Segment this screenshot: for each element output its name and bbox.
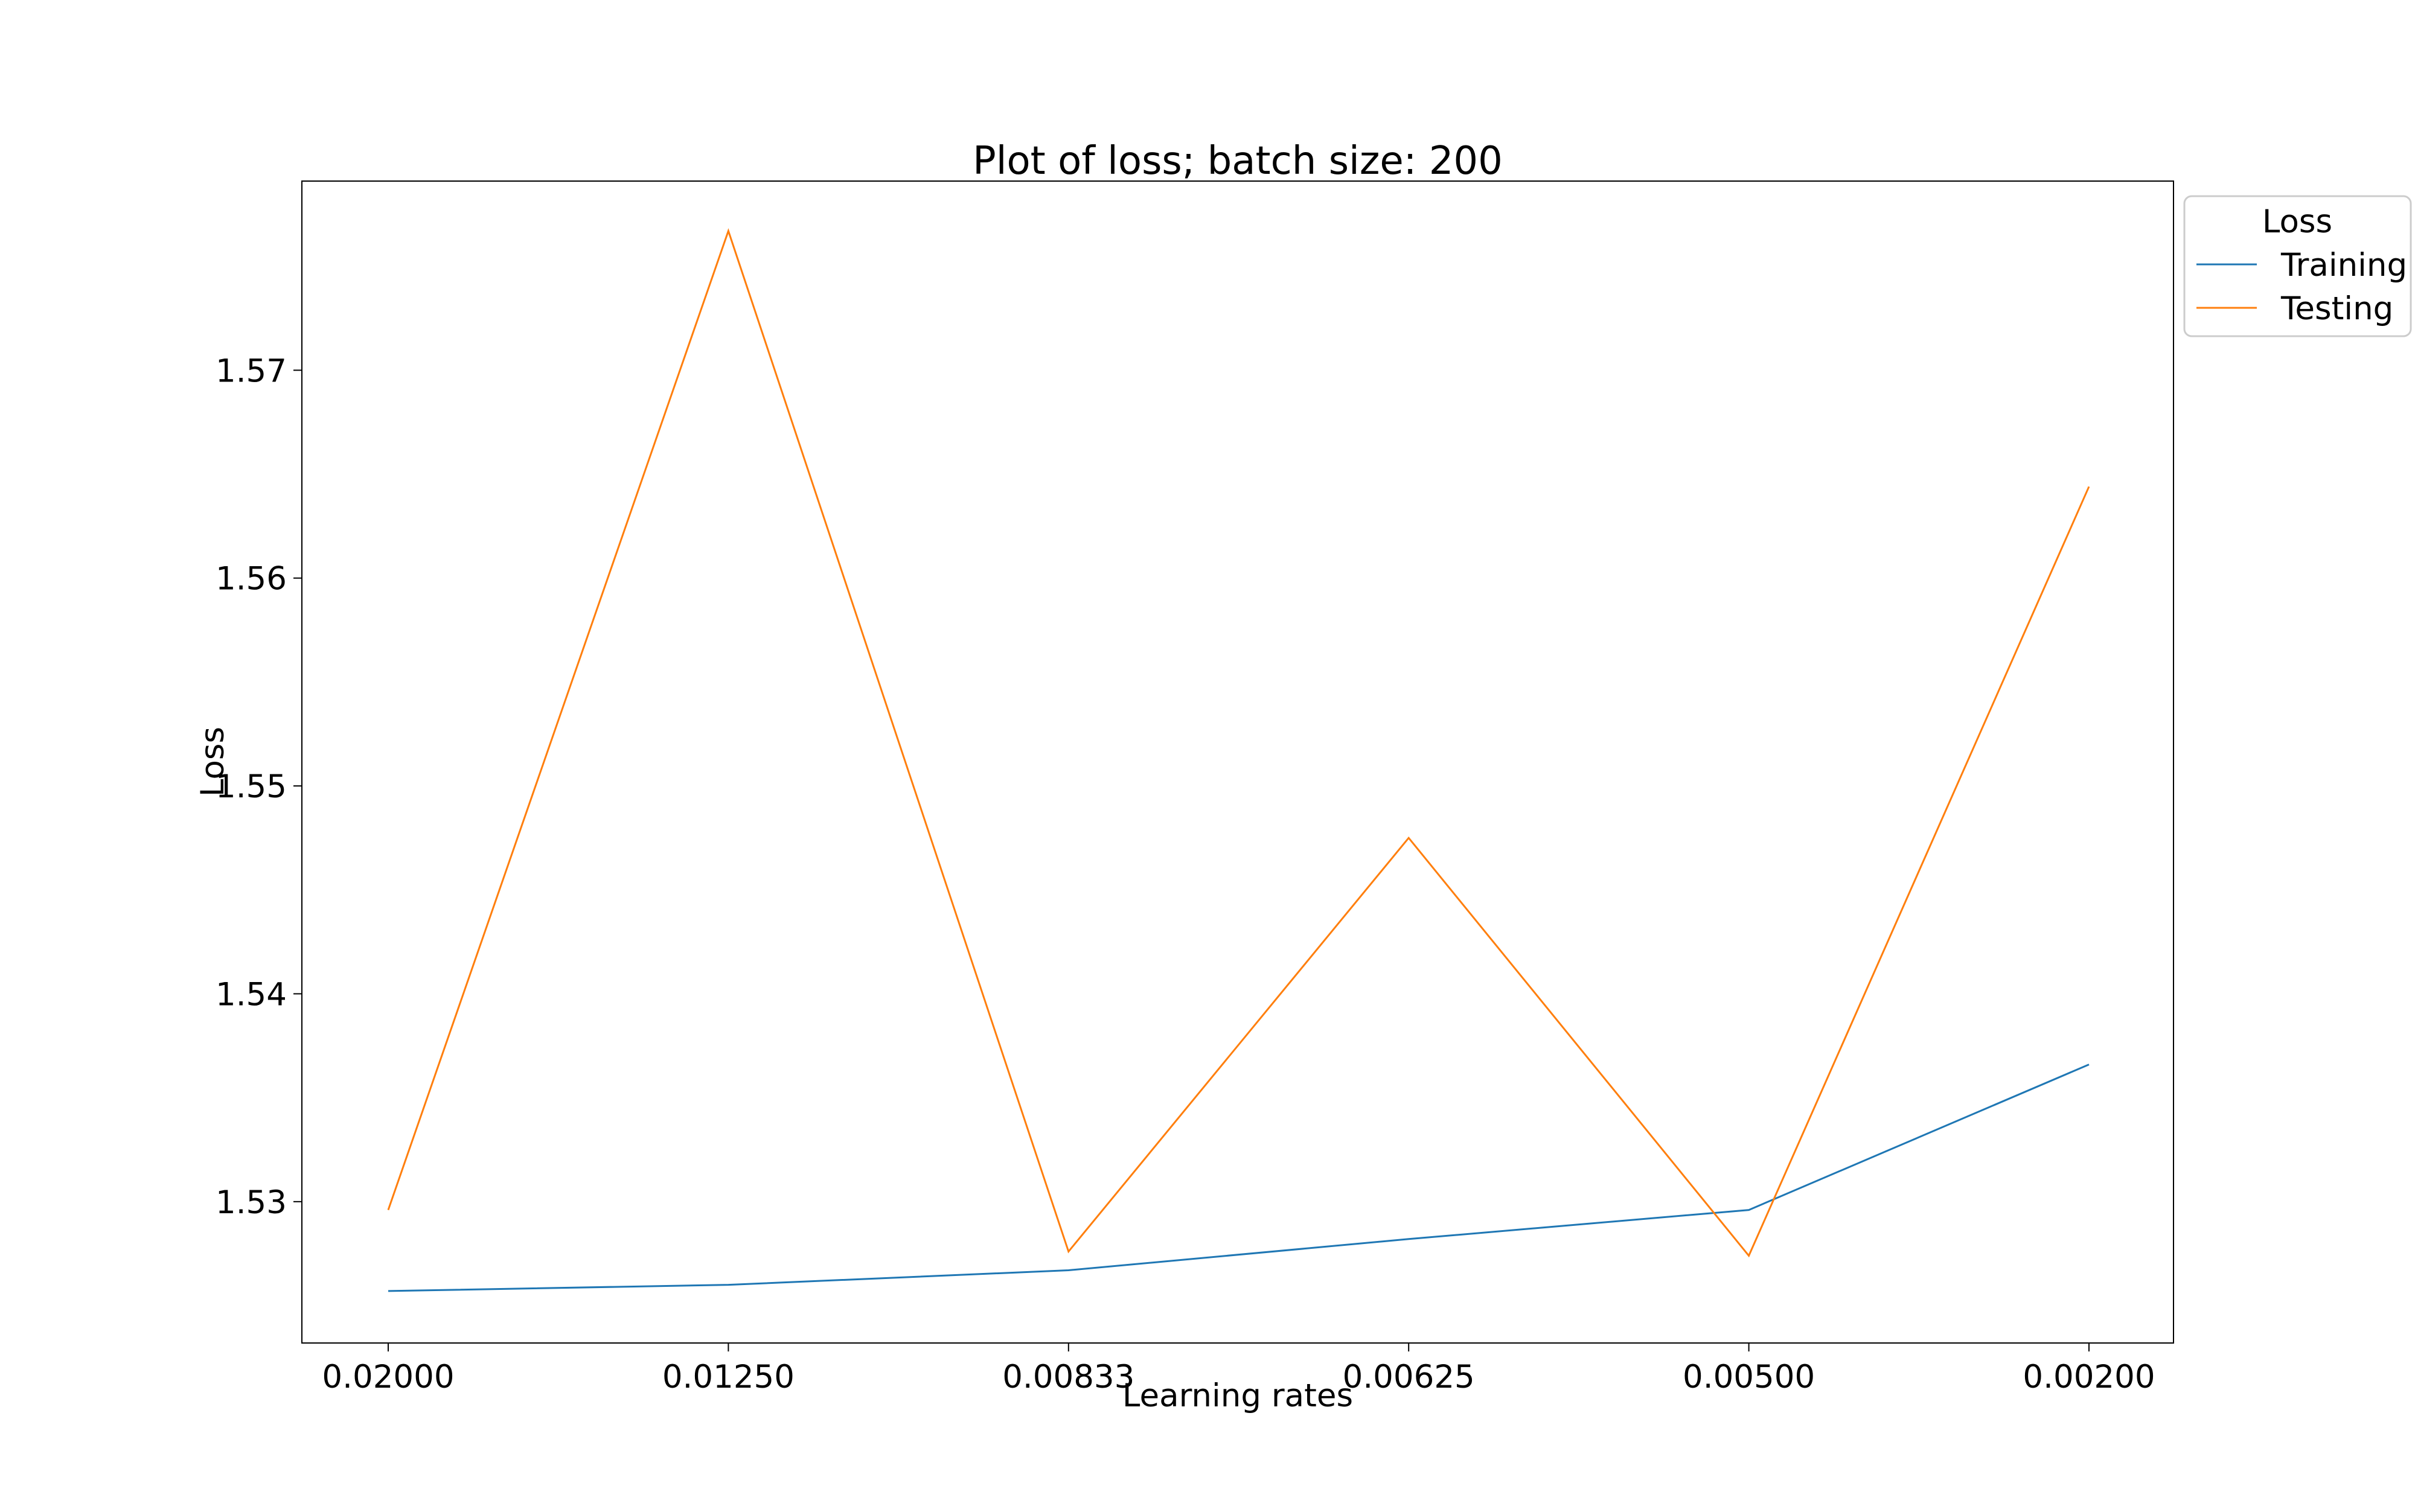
x-tick-label: 0.00833 xyxy=(1002,1359,1134,1396)
x-tick-label: 0.01250 xyxy=(662,1359,795,1396)
legend-title: Loss xyxy=(2262,203,2332,240)
y-axis-label: Loss xyxy=(194,727,231,797)
x-axis-label: Learning rates xyxy=(1122,1377,1353,1414)
legend-label-training: Training xyxy=(2280,247,2407,284)
legend-box xyxy=(2183,195,2412,337)
legend-label-testing: Testing xyxy=(2280,290,2393,327)
y-tick-label: 1.56 xyxy=(216,561,287,598)
y-axis: 1.53 1.54 1.55 1.56 1.57 xyxy=(216,352,302,1221)
chart-title: Plot of loss; batch size: 200 xyxy=(973,139,1503,183)
x-axis: 0.02000 0.01250 0.00833 0.00625 0.00500 0.002… xyxy=(322,1343,2155,1396)
y-tick-label: 1.55 xyxy=(216,768,287,805)
y-tick-label: 1.57 xyxy=(216,352,287,389)
y-tick-label: 1.53 xyxy=(216,1184,287,1221)
legend: Loss Training Testing xyxy=(2183,195,2412,337)
y-tick-label: 1.54 xyxy=(216,976,287,1013)
legend-entries: Training Testing xyxy=(2196,247,2407,327)
x-tick-label: 0.00625 xyxy=(1343,1359,1475,1396)
x-tick-label: 0.00200 xyxy=(2023,1359,2155,1396)
x-tick-label: 0.00500 xyxy=(1683,1359,1815,1396)
plot-frame xyxy=(301,180,2174,1344)
plot-area xyxy=(301,180,2174,1344)
series-lines xyxy=(387,228,2090,1292)
series-line-training xyxy=(388,1064,2090,1292)
series-line-testing xyxy=(387,228,2090,1258)
x-tick-label: 0.02000 xyxy=(322,1359,454,1396)
